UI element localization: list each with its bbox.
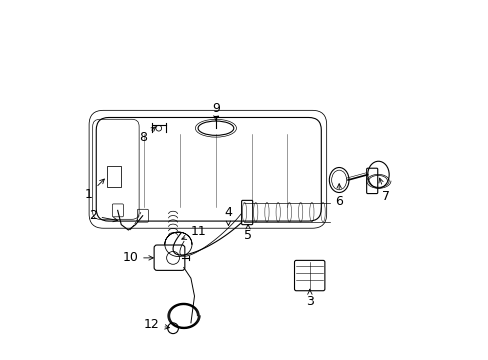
Text: 5: 5 — [244, 225, 251, 242]
Text: 8: 8 — [139, 127, 156, 144]
Text: 9: 9 — [212, 102, 220, 121]
Text: 10: 10 — [122, 251, 153, 264]
Text: 11: 11 — [182, 225, 205, 239]
Text: 6: 6 — [335, 184, 343, 208]
Text: 3: 3 — [305, 289, 313, 308]
Text: 1: 1 — [85, 179, 104, 201]
Text: 4: 4 — [224, 206, 232, 225]
Text: 2: 2 — [88, 209, 118, 222]
Text: 12: 12 — [143, 318, 169, 331]
Text: 7: 7 — [378, 178, 389, 203]
